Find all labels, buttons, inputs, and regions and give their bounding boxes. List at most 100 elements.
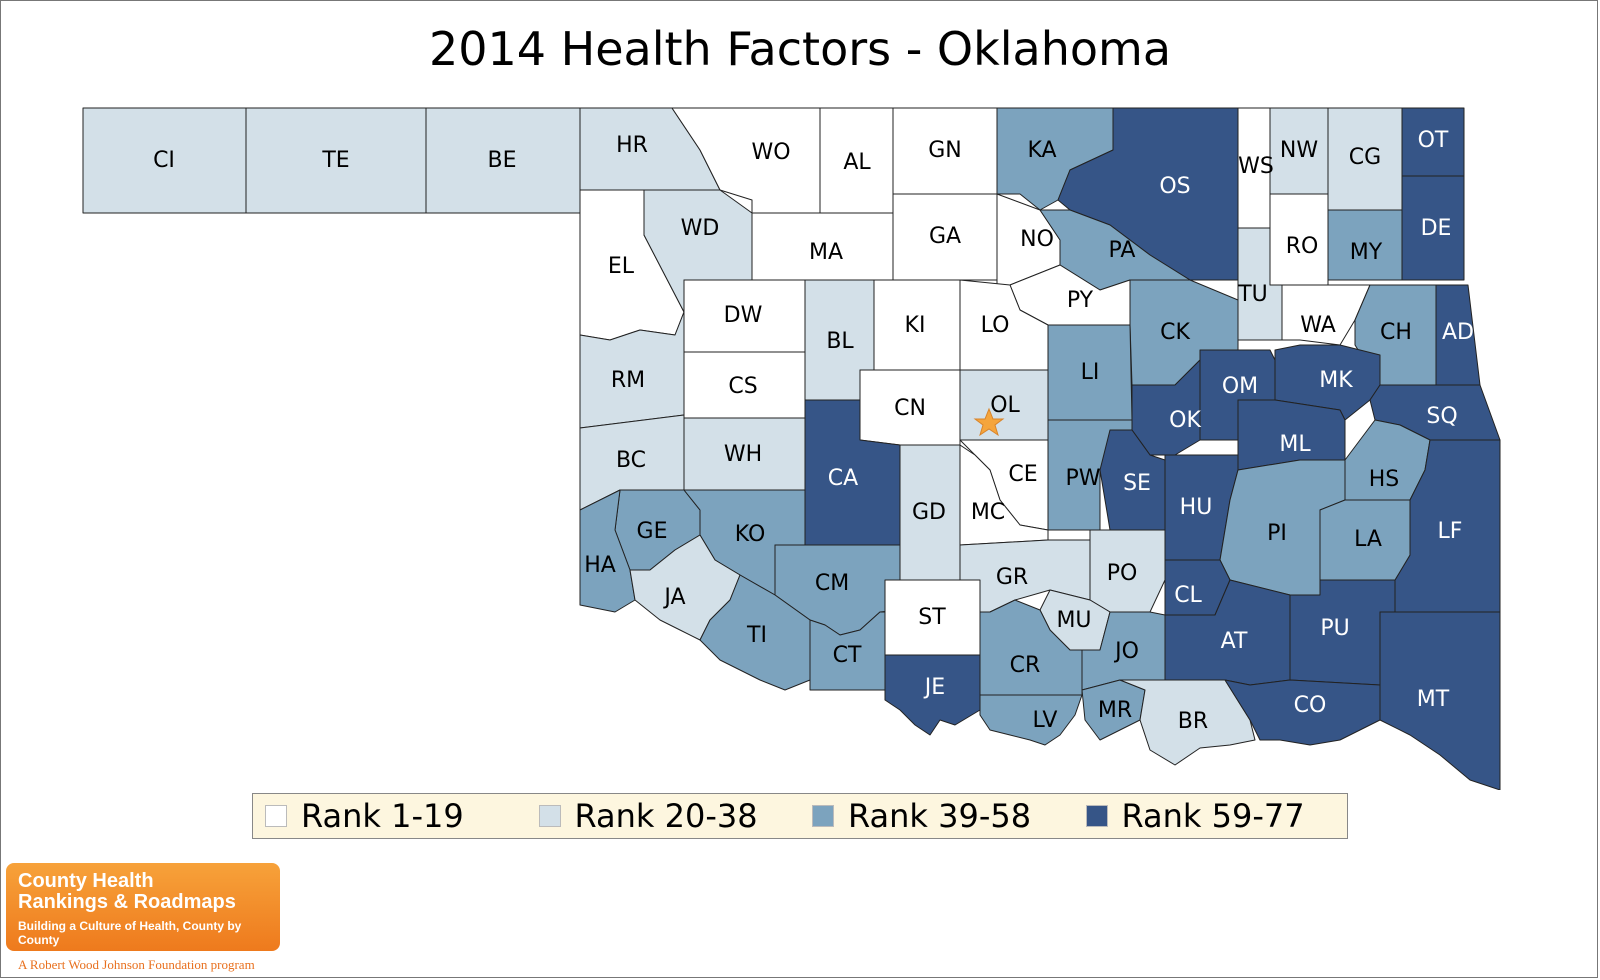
county-label-mu: MU	[1056, 608, 1091, 633]
county-label-gr: GR	[996, 565, 1028, 590]
county-label-br: BR	[1178, 709, 1208, 734]
county-label-ml: ML	[1279, 432, 1311, 457]
legend-swatch	[1085, 805, 1108, 827]
county-label-ck: CK	[1160, 320, 1190, 345]
county-label-cn: CN	[894, 396, 926, 421]
logo-tagline: Building a Culture of Health, County by …	[18, 919, 242, 947]
county-label-pu: PU	[1320, 616, 1349, 641]
county-label-ge: GE	[637, 519, 668, 544]
county-label-st: ST	[918, 605, 946, 630]
county-label-mc: MC	[971, 500, 1005, 525]
county-label-pi: PI	[1267, 521, 1287, 546]
county-lv[interactable]	[979, 694, 1083, 746]
legend-swatch	[265, 805, 287, 827]
county-mt[interactable]	[1379, 611, 1501, 790]
county-label-ga: GA	[929, 224, 961, 249]
county-label-at: AT	[1221, 629, 1248, 654]
county-label-ct: CT	[833, 643, 862, 668]
legend-label: Rank 39-58	[848, 797, 1032, 835]
county-label-cr: CR	[1010, 653, 1041, 678]
county-label-al: AL	[843, 150, 871, 175]
legend-item-rank-1-19: Rank 1-19	[265, 797, 527, 835]
county-label-ol: OL	[990, 393, 1020, 418]
county-label-dw: DW	[724, 303, 763, 328]
county-label-ce: CE	[1008, 462, 1037, 487]
county-label-gn: GN	[928, 138, 962, 163]
county-label-ti: TI	[746, 623, 767, 648]
county-label-je: JE	[923, 675, 945, 700]
county-label-hr: HR	[616, 133, 648, 158]
legend-swatch	[812, 805, 834, 827]
county-label-ok: OK	[1169, 408, 1201, 433]
county-label-lo: LO	[981, 313, 1010, 338]
county-co[interactable]	[1224, 679, 1381, 746]
county-label-mt: MT	[1417, 687, 1450, 712]
county-ct[interactable]	[809, 611, 886, 691]
county-ti[interactable]	[699, 574, 811, 691]
county-br[interactable]	[1119, 679, 1256, 766]
county-label-ca: CA	[828, 466, 858, 491]
county-label-cs: CS	[728, 374, 757, 399]
county-label-cm: CM	[815, 571, 849, 596]
county-label-lf: LF	[1438, 519, 1463, 544]
county-label-ko: KO	[735, 522, 766, 547]
county-label-ot: OT	[1418, 128, 1449, 153]
county-health-rankings-logo[interactable]: County Health Rankings & Roadmaps Buildi…	[6, 863, 280, 951]
county-label-gd: GD	[912, 500, 946, 525]
county-de[interactable]	[1401, 175, 1465, 281]
legend-item-rank-39-58: Rank 39-58	[812, 797, 1074, 835]
county-label-pa: PA	[1109, 238, 1136, 263]
county-label-pw: PW	[1065, 466, 1100, 491]
county-label-ma: MA	[809, 240, 843, 265]
county-label-rm: RM	[611, 368, 645, 393]
county-label-ki: KI	[905, 313, 926, 338]
county-label-ad: AD	[1442, 320, 1474, 345]
county-label-sq: SQ	[1426, 404, 1457, 429]
legend-item-rank-20-38: Rank 20-38	[538, 797, 801, 835]
county-label-tu: TU	[1237, 282, 1268, 307]
county-label-wh: WH	[724, 442, 762, 467]
county-label-ws: WS	[1238, 154, 1274, 179]
county-label-la: LA	[1354, 527, 1382, 552]
county-label-mk: MK	[1319, 368, 1353, 393]
county-label-bc: BC	[616, 448, 646, 473]
county-label-my: MY	[1350, 240, 1383, 265]
county-label-om: OM	[1222, 374, 1258, 399]
county-label-ro: RO	[1286, 234, 1319, 259]
county-label-de: DE	[1421, 216, 1452, 241]
county-label-wa: WA	[1300, 313, 1336, 338]
county-label-bl: BL	[826, 329, 854, 354]
county-label-wd: WD	[681, 216, 720, 241]
capital-star-icon	[973, 407, 1005, 437]
county-label-el: EL	[608, 254, 635, 279]
county-label-jo: JO	[1113, 639, 1139, 664]
county-label-ka: KA	[1027, 138, 1056, 163]
legend-swatch	[538, 805, 561, 827]
county-label-py: PY	[1067, 288, 1094, 313]
county-label-po: PO	[1107, 561, 1138, 586]
legend-label: Rank 59-77	[1121, 797, 1305, 835]
county-label-os: OS	[1159, 174, 1190, 199]
county-label-be: BE	[488, 148, 517, 173]
county-label-lv: LV	[1033, 708, 1058, 733]
county-label-no: NO	[1020, 227, 1054, 252]
legend-item-rank-59-77: Rank 59-77	[1085, 797, 1348, 835]
logo-line-1: County Health	[18, 870, 154, 892]
county-label-mr: MR	[1098, 698, 1132, 723]
logo-line-2: Rankings & Roadmaps	[18, 891, 236, 913]
county-label-hu: HU	[1180, 495, 1213, 520]
county-label-ja: JA	[662, 585, 685, 610]
program-credit: A Robert Wood Johnson Foundation program	[18, 957, 255, 972]
county-label-co: CO	[1294, 693, 1327, 718]
county-label-cl: CL	[1174, 583, 1202, 608]
county-label-ha: HA	[584, 553, 616, 578]
county-label-te: TE	[321, 148, 349, 173]
county-je[interactable]	[884, 654, 981, 736]
county-label-cg: CG	[1349, 145, 1381, 170]
county-label-ch: CH	[1380, 320, 1412, 345]
county-label-wo: WO	[751, 140, 790, 165]
county-label-hs: HS	[1369, 467, 1400, 492]
county-label-nw: NW	[1280, 138, 1318, 163]
